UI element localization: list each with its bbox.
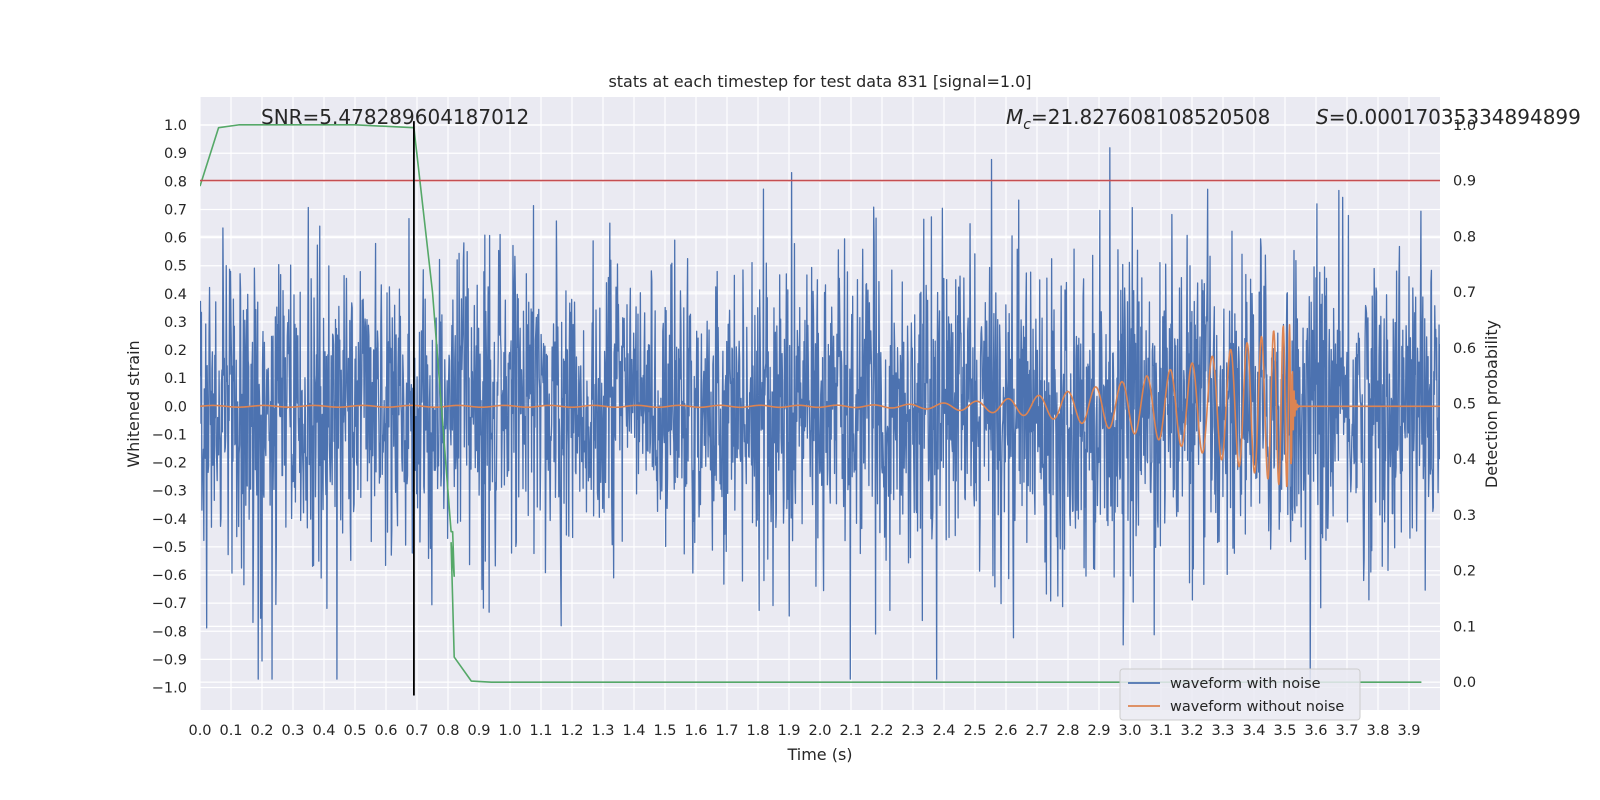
legend-box	[1119, 668, 1361, 721]
y-tick-label: 0.3	[164, 315, 187, 331]
y2-tick-label: 0.9	[1453, 174, 1476, 190]
plot-layer	[200, 121, 1440, 696]
y-tick-label: 0.6	[164, 231, 187, 247]
x-axis-ticks: 0.0 0.1 0.2 0.3 0.4 0.5 0.6 0.7 0.8 0.9 1.0 1.1 1.2 1…	[188, 723, 1420, 739]
y2-tick-label: 0.5	[1453, 397, 1476, 413]
chirp-mass-annotation: Mc=21.827608108520508	[1006, 105, 1270, 133]
x-tick-label: 2.9	[1087, 723, 1110, 739]
x-tick-label: 1.3	[591, 723, 614, 739]
x-tick-label: 0.0	[188, 723, 211, 739]
s-annotation: S=0.00017035334894899	[1316, 105, 1581, 129]
x-tick-label: 3.0	[1118, 723, 1141, 739]
x-tick-label: 0.9	[467, 723, 490, 739]
y-axis-ticks: −1.0 −0.9 −0.8 −0.7 −0.6 −0.5 −0.4 −0.3 −0.2 −0.1…	[152, 118, 187, 696]
x-tick-label: 0.1	[219, 723, 242, 739]
x-tick-label: 2.4	[932, 723, 955, 739]
x-tick-label: 3.2	[1180, 723, 1203, 739]
x-tick-label: 3.1	[1149, 723, 1172, 739]
x-tick-label: 2.7	[1025, 723, 1048, 739]
x-tick-label: 0.7	[405, 723, 428, 739]
y2-tick-label: 0.1	[1453, 619, 1476, 635]
x-tick-label: 0.6	[374, 723, 397, 739]
y-tick-label: 0.5	[164, 259, 187, 275]
x-tick-label: 2.2	[870, 723, 893, 739]
y-tick-label: 0.7	[164, 202, 187, 218]
x-tick-label: 0.2	[250, 723, 273, 739]
y-tick-label: 0.9	[164, 146, 187, 162]
x-tick-label: 3.3	[1211, 723, 1234, 739]
x-tick-label: 2.1	[839, 723, 862, 739]
y-tick-label: −0.6	[152, 568, 187, 584]
y-tick-label: 0.1	[164, 371, 187, 387]
y2-tick-label: 0.8	[1453, 229, 1476, 245]
x-tick-label: 2.8	[1056, 723, 1079, 739]
y2-tick-label: 0.7	[1453, 285, 1476, 301]
y-tick-label: −0.8	[152, 624, 187, 640]
y2-tick-label: 0.0	[1453, 675, 1476, 691]
snr-annotation: SNR=5.478289604187012	[261, 105, 529, 129]
y-tick-label: 0.0	[164, 399, 187, 415]
x-tick-label: 0.4	[312, 723, 335, 739]
x-tick-label: 1.0	[498, 723, 521, 739]
y-tick-label: −0.7	[152, 596, 187, 612]
x-tick-label: 1.2	[560, 723, 583, 739]
x-tick-label: 1.1	[529, 723, 552, 739]
y-tick-label: 0.4	[164, 287, 187, 303]
y2-axis-ticks: 0.0 0.1 0.2 0.3 0.4 0.5 0.6 0.7 0.8 0.9 1.0	[1453, 118, 1476, 691]
x-tick-label: 3.7	[1335, 723, 1358, 739]
x-tick-label: 3.4	[1242, 723, 1265, 739]
y2-tick-label: 0.2	[1453, 564, 1476, 580]
x-axis-label: Time (s)	[786, 745, 852, 764]
x-tick-label: 2.6	[994, 723, 1017, 739]
y-tick-label: 1.0	[164, 118, 187, 134]
y-tick-label: −0.4	[152, 512, 187, 528]
legend: waveform with noise waveform without noi…	[1119, 668, 1361, 721]
s-value: =0.00017035334894899	[1329, 105, 1581, 129]
x-tick-label: 0.8	[436, 723, 459, 739]
chirp-mass-symbol: M	[1006, 105, 1023, 129]
y-tick-label: −0.3	[152, 484, 187, 500]
x-tick-label: 1.6	[684, 723, 707, 739]
y-tick-label: −0.2	[152, 456, 187, 472]
y2-tick-label: 1.0	[1453, 118, 1476, 134]
y-tick-label: −0.1	[152, 427, 187, 443]
series-line-2	[200, 124, 1422, 683]
x-tick-label: 3.8	[1366, 723, 1389, 739]
y-tick-label: 0.8	[164, 174, 187, 190]
x-tick-label: 2.5	[963, 723, 986, 739]
legend-label-noise: waveform with noise	[1170, 676, 1321, 692]
chirp-mass-subscript: c	[1023, 117, 1031, 133]
s-symbol: S	[1316, 105, 1329, 129]
series-line-1	[200, 323, 1440, 488]
chart-title: stats at each timestep for test data 831…	[608, 72, 1031, 91]
x-tick-label: 3.5	[1273, 723, 1296, 739]
x-tick-label: 0.5	[343, 723, 366, 739]
x-tick-label: 1.9	[777, 723, 800, 739]
x-tick-label: 3.6	[1304, 723, 1327, 739]
y2-axis-label: Detection probability	[1482, 320, 1501, 488]
y-tick-label: −0.9	[152, 652, 187, 668]
x-tick-label: 0.3	[281, 723, 304, 739]
x-tick-label: 2.3	[901, 723, 924, 739]
x-tick-label: 3.9	[1397, 723, 1420, 739]
chirp-mass-value: =21.827608108520508	[1031, 105, 1270, 129]
x-tick-label: 1.4	[622, 723, 645, 739]
y2-tick-label: 0.3	[1453, 508, 1476, 524]
x-tick-label: 2.0	[808, 723, 831, 739]
y2-tick-label: 0.6	[1453, 341, 1476, 357]
y-tick-label: −1.0	[152, 681, 187, 697]
y-axis-label: Whitened strain	[124, 340, 143, 467]
x-tick-label: 1.5	[653, 723, 676, 739]
x-tick-label: 1.7	[715, 723, 738, 739]
x-tick-label: 1.8	[746, 723, 769, 739]
y2-tick-label: 0.4	[1453, 452, 1476, 468]
y-tick-label: 0.2	[164, 343, 187, 359]
legend-label-clean: waveform without noise	[1170, 699, 1344, 715]
y-tick-label: −0.5	[152, 540, 187, 556]
